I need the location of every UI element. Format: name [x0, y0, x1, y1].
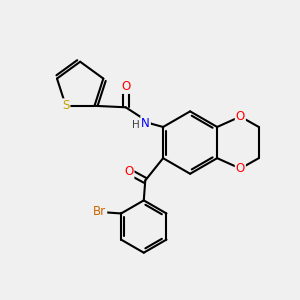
Text: H: H — [132, 120, 140, 130]
Text: N: N — [141, 117, 150, 130]
Text: O: O — [236, 110, 245, 123]
Text: S: S — [62, 99, 70, 112]
Text: O: O — [124, 165, 134, 178]
Text: Br: Br — [93, 206, 106, 218]
Text: O: O — [121, 80, 130, 93]
Text: O: O — [236, 162, 245, 175]
